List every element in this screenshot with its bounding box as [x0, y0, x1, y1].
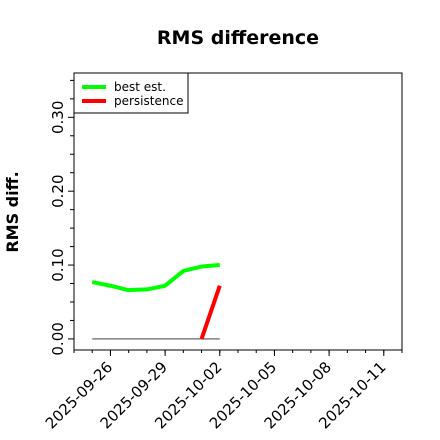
legend-box: [73, 72, 189, 114]
y-axis-label: RMS diff.: [3, 171, 22, 252]
series-line-best-est-: [91, 263, 220, 293]
plot-frame: [73, 72, 403, 351]
y-tick-label: 0.10: [49, 248, 67, 281]
y-tick-label: 0.30: [49, 101, 67, 134]
y-tick-label: 0.20: [49, 174, 67, 207]
legend: best est.persistence: [73, 72, 189, 114]
chart-title: RMS difference: [157, 27, 319, 49]
plot-area: 0.000.100.200.302025-09-262025-09-292025…: [42, 72, 403, 432]
series-line-persistence: [199, 285, 222, 340]
legend-label: persistence: [114, 94, 183, 108]
legend-label: best est.: [114, 80, 166, 94]
y-tick-label: 0.00: [49, 322, 67, 355]
